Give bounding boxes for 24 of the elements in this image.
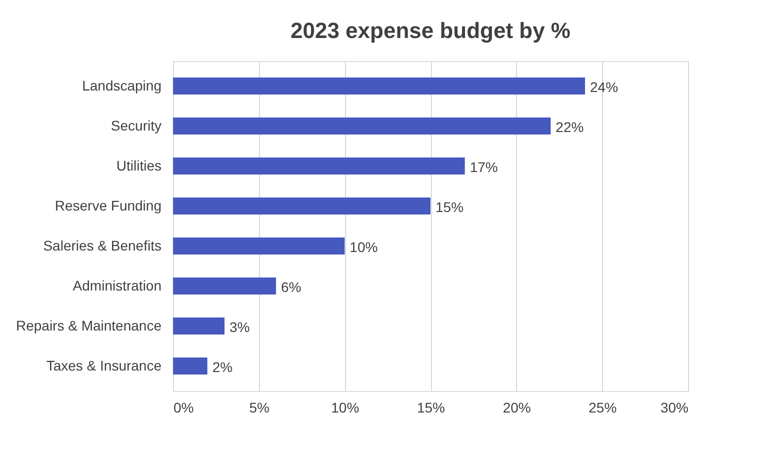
x-tick-label: 10% bbox=[331, 400, 360, 416]
data-label: 3% bbox=[230, 319, 250, 335]
data-label: 6% bbox=[281, 279, 302, 295]
y-tick-label: Landscaping bbox=[82, 78, 162, 94]
y-tick-label: Repairs & Maintenance bbox=[16, 318, 162, 334]
data-label: 24% bbox=[590, 79, 618, 95]
y-tick-label: Utilities bbox=[116, 158, 162, 174]
y-tick-label: Security bbox=[110, 118, 162, 134]
x-tick-label: 30% bbox=[660, 400, 688, 416]
x-tick-label: 25% bbox=[588, 400, 617, 416]
data-label: 22% bbox=[556, 119, 584, 135]
y-tick-label: Taxes & Insurance bbox=[46, 358, 162, 374]
x-tick-label: 0% bbox=[174, 400, 194, 416]
data-label: 10% bbox=[350, 239, 378, 255]
data-label: 15% bbox=[436, 199, 464, 215]
chart-title: 2023 expense budget by % bbox=[290, 18, 570, 43]
y-tick-label: Administration bbox=[72, 278, 162, 294]
data-label: 2% bbox=[212, 359, 233, 375]
y-tick-label: Reserve Funding bbox=[54, 198, 162, 214]
x-tick-label: 5% bbox=[249, 400, 270, 416]
x-tick-label: 20% bbox=[502, 400, 531, 416]
x-tick-label: 15% bbox=[416, 400, 446, 416]
data-label: 17% bbox=[470, 159, 498, 175]
y-tick-label: Saleries & Benefits bbox=[43, 238, 162, 254]
